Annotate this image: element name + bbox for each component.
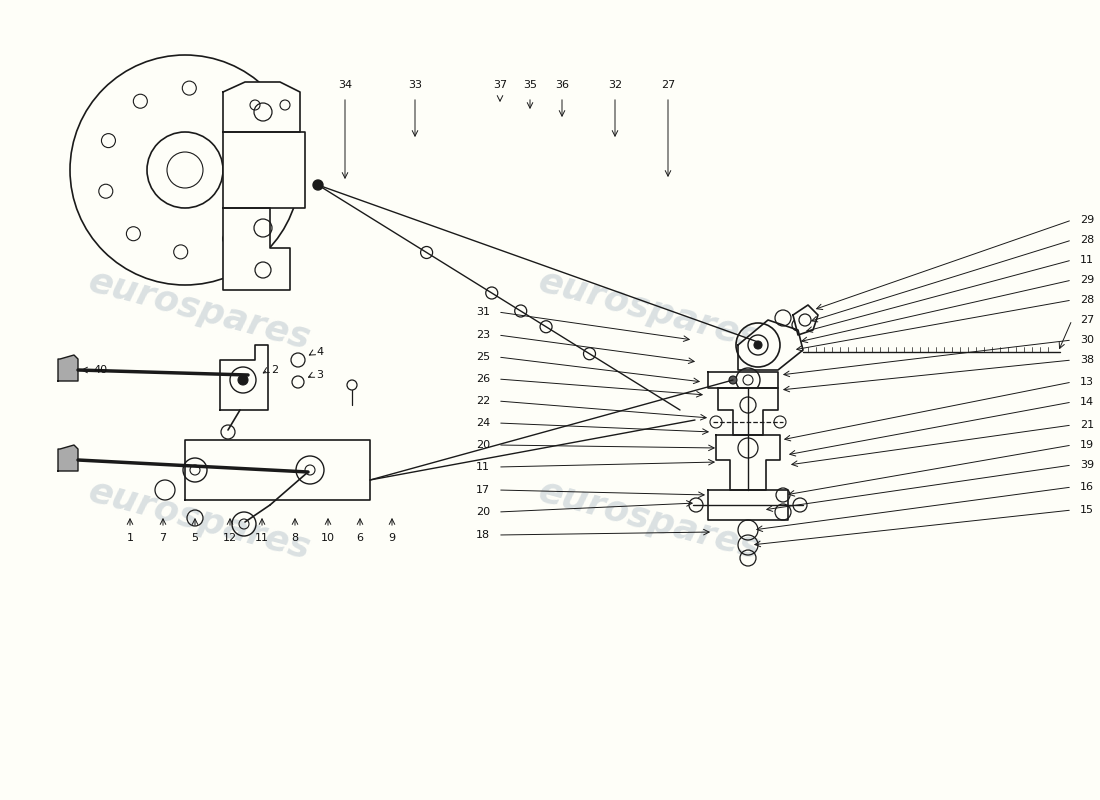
Text: 36: 36	[556, 80, 569, 90]
Text: 28: 28	[1080, 235, 1094, 245]
Text: eurospares: eurospares	[536, 264, 764, 356]
Text: 14: 14	[1080, 397, 1094, 407]
Text: eurospares: eurospares	[85, 474, 315, 566]
Polygon shape	[223, 208, 290, 290]
Polygon shape	[708, 372, 778, 388]
Text: 28: 28	[1080, 295, 1094, 305]
Polygon shape	[793, 305, 818, 335]
Text: 29: 29	[1080, 275, 1094, 285]
Text: 33: 33	[408, 80, 422, 90]
Polygon shape	[220, 345, 268, 410]
Text: 27: 27	[661, 80, 675, 90]
Text: 11: 11	[1080, 255, 1094, 265]
Text: eurospares: eurospares	[536, 474, 764, 566]
Text: 19: 19	[1080, 440, 1094, 450]
Text: 18: 18	[476, 530, 490, 540]
Polygon shape	[718, 388, 778, 435]
Polygon shape	[185, 440, 370, 500]
Text: 8: 8	[292, 533, 298, 543]
Text: 39: 39	[1080, 460, 1094, 470]
Text: 40: 40	[92, 365, 107, 375]
Text: 3: 3	[317, 370, 323, 380]
Polygon shape	[738, 320, 803, 370]
Circle shape	[729, 376, 737, 384]
Text: 27: 27	[1080, 315, 1094, 325]
Text: 11: 11	[255, 533, 270, 543]
Text: 6: 6	[356, 533, 363, 543]
Text: 31: 31	[476, 307, 490, 317]
Text: 16: 16	[1080, 482, 1094, 492]
Text: 22: 22	[475, 396, 490, 406]
Text: 32: 32	[608, 80, 623, 90]
Circle shape	[754, 341, 762, 349]
Text: 9: 9	[388, 533, 396, 543]
Text: 5: 5	[191, 533, 198, 543]
Text: 26: 26	[476, 374, 490, 384]
Text: 38: 38	[1080, 355, 1094, 365]
Circle shape	[238, 375, 248, 385]
Text: 24: 24	[475, 418, 490, 428]
Text: 23: 23	[476, 330, 490, 340]
Polygon shape	[58, 445, 78, 471]
Text: 37: 37	[493, 80, 507, 90]
Circle shape	[314, 180, 323, 190]
Text: 11: 11	[476, 462, 490, 472]
Text: 25: 25	[476, 352, 490, 362]
Text: 1: 1	[126, 533, 133, 543]
Text: 29: 29	[1080, 215, 1094, 225]
Polygon shape	[223, 132, 305, 208]
Text: 20: 20	[476, 440, 490, 450]
Text: 4: 4	[317, 347, 323, 357]
Polygon shape	[58, 355, 78, 381]
Polygon shape	[716, 435, 780, 490]
Polygon shape	[708, 490, 788, 520]
Text: 21: 21	[1080, 420, 1094, 430]
Text: 2: 2	[272, 365, 278, 375]
Text: eurospares: eurospares	[85, 264, 315, 356]
Text: 20: 20	[476, 507, 490, 517]
Text: 7: 7	[160, 533, 166, 543]
Text: 30: 30	[1080, 335, 1094, 345]
Text: 34: 34	[338, 80, 352, 90]
Text: 35: 35	[522, 80, 537, 90]
Polygon shape	[223, 82, 300, 132]
Text: 17: 17	[476, 485, 490, 495]
Text: 15: 15	[1080, 505, 1094, 515]
Text: 10: 10	[321, 533, 336, 543]
Text: 12: 12	[223, 533, 238, 543]
Text: 13: 13	[1080, 377, 1094, 387]
